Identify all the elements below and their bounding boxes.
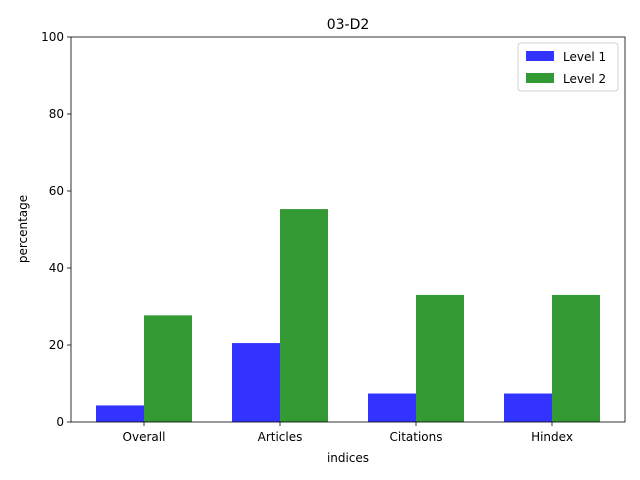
x-tick-label: Overall — [123, 430, 166, 444]
bar-level-1-hindex — [504, 393, 552, 422]
y-tick-label: 100 — [41, 30, 64, 44]
y-tick-label: 80 — [49, 107, 64, 121]
x-tick-label: Citations — [389, 430, 442, 444]
x-axis-label: indices — [327, 451, 369, 465]
legend-swatch — [526, 73, 554, 83]
bar-level-2-hindex — [552, 294, 600, 422]
chart-title: 03-D2 — [327, 17, 370, 33]
x-tick-label: Hindex — [531, 430, 573, 444]
plot-frame — [70, 36, 626, 423]
bar-level-2-citations — [416, 294, 464, 422]
bar-level-1-overall — [96, 405, 144, 422]
y-tick-label: 60 — [49, 184, 64, 198]
y-tick-label: 0 — [56, 415, 64, 429]
x-tick-label: Articles — [258, 430, 303, 444]
legend-swatch — [526, 51, 554, 61]
bar-level-2-overall — [144, 315, 192, 422]
bar-level-1-citations — [368, 393, 416, 422]
y-axis-label: percentage — [16, 195, 30, 263]
x-axis: Overall Articles Citations Hindex — [123, 422, 573, 444]
y-axis: 0 20 40 60 80 100 — [41, 30, 71, 429]
legend-label: Level 1 — [563, 50, 606, 64]
legend: Level 1 Level 2 — [517, 42, 619, 92]
legend-label: Level 2 — [563, 72, 606, 86]
plot-area — [70, 36, 626, 423]
y-tick-label: 40 — [49, 261, 64, 275]
bar-level-2-articles — [280, 209, 328, 422]
bar-level-1-articles — [232, 343, 280, 422]
y-tick-label: 20 — [49, 338, 64, 352]
